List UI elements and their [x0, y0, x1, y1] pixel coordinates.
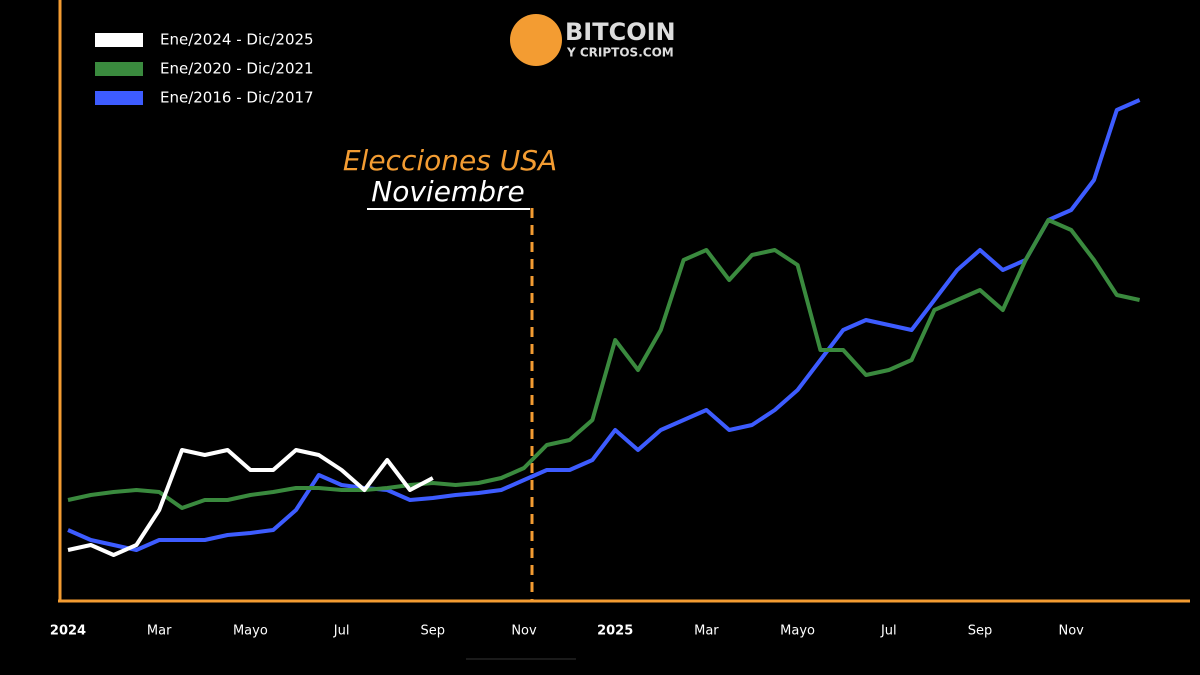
x-tick-label: Nov	[511, 624, 537, 639]
logo-name: BITCOIN	[565, 18, 676, 46]
legend-label: Ene/2020 - Dic/2021	[160, 60, 314, 78]
legend-swatch	[95, 33, 143, 47]
x-tick-label: Jul	[333, 624, 350, 639]
x-tick-label: Mayo	[780, 624, 815, 639]
legend-swatch	[95, 91, 143, 105]
x-tick-label: Sep	[421, 624, 446, 639]
series-line	[67, 98, 1141, 552]
legend-swatch	[95, 62, 143, 76]
annotation: Elecciones USA	[343, 144, 557, 177]
legend-label: Ene/2024 - Dic/2025	[160, 31, 314, 49]
logo-icon	[510, 14, 562, 66]
legend-label: Ene/2016 - Dic/2017	[160, 89, 314, 107]
x-tick-label: Nov	[1059, 624, 1085, 639]
series-line	[67, 448, 434, 557]
annotation-sub: Noviembre	[371, 175, 524, 208]
logo-sub: Y CRIPTOS.COM	[566, 46, 674, 60]
x-tick-label: Mar	[694, 624, 719, 639]
x-tick-label: Mar	[147, 624, 172, 639]
series-line	[67, 218, 1141, 510]
x-tick-label: 2025	[597, 624, 633, 639]
x-tick-label: Jul	[880, 624, 897, 639]
x-tick-label: Sep	[968, 624, 993, 639]
x-tick-label: Mayo	[233, 624, 268, 639]
x-tick-label: 2024	[50, 624, 86, 639]
